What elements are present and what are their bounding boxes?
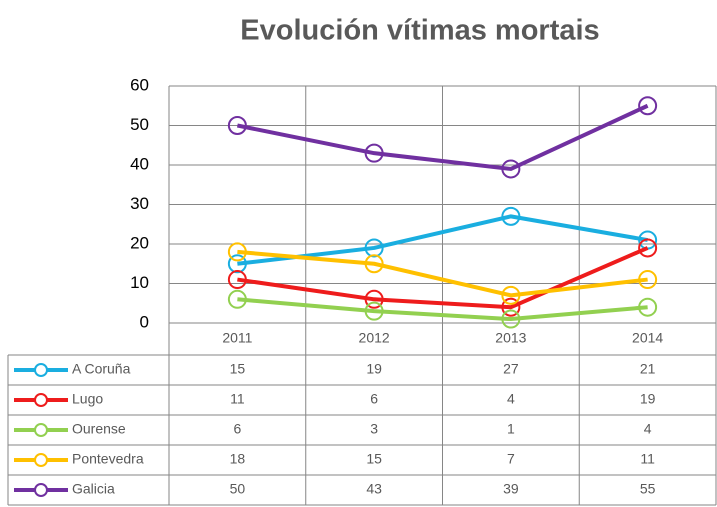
x-tick-label: 2013 — [495, 330, 526, 346]
marker — [227, 116, 247, 135]
table-value: 4 — [644, 421, 652, 437]
marker — [364, 301, 384, 321]
table-value: 11 — [640, 451, 655, 467]
table-value: 27 — [503, 361, 519, 377]
y-tick-label: 40 — [130, 154, 149, 173]
legend-marker — [34, 363, 48, 377]
marker — [364, 289, 384, 309]
marker — [501, 159, 521, 179]
legend-label: A Coruña — [72, 361, 131, 377]
marker — [638, 270, 658, 290]
legend-label: Galicia — [72, 481, 115, 497]
legend-marker — [34, 453, 48, 467]
table-value: 11 — [230, 391, 245, 407]
table-value: 19 — [366, 361, 382, 377]
table-value: 39 — [503, 481, 519, 497]
table-value: 15 — [230, 361, 246, 377]
marker — [501, 285, 521, 305]
marker — [638, 238, 658, 258]
table-value: 1 — [507, 421, 515, 437]
series-line — [237, 249, 648, 298]
table-value: 15 — [366, 451, 382, 467]
x-tick-label: 2011 — [222, 330, 252, 346]
y-tick-label: 0 — [140, 312, 149, 331]
legend-label: Ourense — [72, 421, 126, 437]
series-line — [237, 246, 649, 310]
y-tick-label: 50 — [130, 115, 149, 134]
table-value: 6 — [233, 421, 241, 437]
y-tick-label: 10 — [130, 273, 149, 292]
table-value: 7 — [507, 451, 515, 467]
table-value: 6 — [370, 391, 378, 407]
marker — [227, 254, 247, 274]
table-value: 43 — [366, 481, 382, 497]
series-line — [236, 103, 649, 171]
marker — [364, 238, 384, 258]
legend-label: Pontevedra — [72, 451, 144, 467]
table-value: 55 — [640, 481, 656, 497]
marker — [227, 242, 247, 262]
table-value: 4 — [507, 391, 515, 407]
y-tick-label: 60 — [130, 75, 149, 94]
marker — [501, 309, 521, 329]
marker — [364, 143, 384, 163]
legend-marker — [34, 483, 48, 497]
marker — [364, 254, 384, 274]
marker — [227, 289, 247, 309]
marker — [638, 297, 658, 317]
marker — [227, 270, 247, 290]
legend-marker — [34, 423, 48, 437]
table-value: 19 — [640, 391, 656, 407]
table-value: 50 — [230, 481, 246, 497]
x-tick-label: 2012 — [359, 330, 390, 346]
table-value: 18 — [230, 451, 246, 467]
marker — [501, 297, 521, 317]
chart-title: Evolución vítimas mortais — [240, 15, 599, 47]
table-value: 3 — [370, 421, 378, 437]
series-line — [237, 297, 648, 322]
table-value: 21 — [640, 361, 656, 377]
legend-label: Lugo — [72, 391, 103, 407]
x-tick-label: 2014 — [632, 330, 663, 346]
legend-marker — [34, 393, 48, 407]
marker — [501, 206, 521, 226]
y-tick-label: 20 — [130, 233, 149, 252]
y-tick-label: 30 — [130, 194, 149, 213]
marker — [638, 96, 658, 116]
